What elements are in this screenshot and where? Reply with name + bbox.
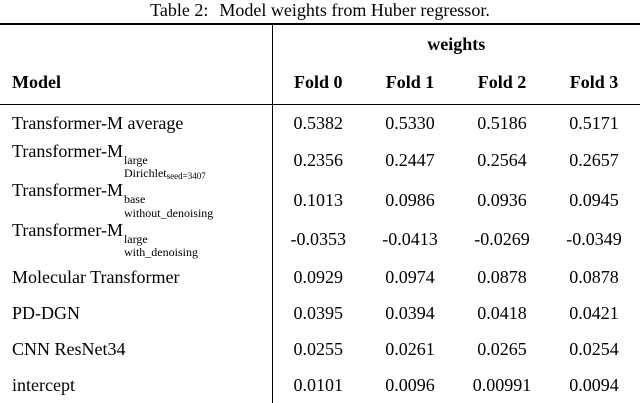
value-cell: 0.0945 bbox=[569, 189, 619, 210]
model-cell: Transformer-M large with_denoising bbox=[0, 220, 272, 259]
weights-group-header: weights bbox=[271, 24, 640, 64]
value-cell: 0.0394 bbox=[385, 302, 435, 323]
model-name: PD-DGN bbox=[12, 302, 81, 323]
column-header-row: Model Fold 0 Fold 1 Fold 2 Fold 3 bbox=[0, 64, 640, 105]
value-cell: 0.0974 bbox=[385, 266, 435, 287]
value-cell: 0.5186 bbox=[477, 112, 527, 133]
table-row: PD-DGN 0.0395 0.0394 0.0418 0.0421 bbox=[0, 295, 640, 332]
model-name: intercept bbox=[12, 374, 75, 395]
model-name: CNN ResNet34 bbox=[12, 338, 126, 359]
model-name: Transformer-M bbox=[12, 219, 123, 240]
model-cell: PD-DGN bbox=[0, 295, 272, 331]
table-row: Transformer-M large Dirichletseed=3407 0.23… bbox=[0, 141, 640, 182]
value-cell: 0.0265 bbox=[477, 338, 527, 359]
value-cell: 0.2447 bbox=[385, 150, 435, 171]
value-cell: 0.0929 bbox=[271, 259, 364, 296]
value-cell: -0.0349 bbox=[566, 228, 622, 249]
fold1-column-header: Fold 1 bbox=[385, 72, 435, 92]
model-supsub-stack: large Dirichletseed=3407 bbox=[123, 153, 206, 182]
value-cell: 0.5330 bbox=[385, 112, 435, 133]
value-cell: -0.0353 bbox=[271, 219, 364, 260]
table-caption: Table 2: Model weights from Huber regress… bbox=[0, 0, 640, 23]
model-subscript-text: Dirichlet bbox=[123, 166, 167, 181]
model-subscript: with_denoising bbox=[123, 244, 198, 259]
model-cell: Transformer-M average bbox=[0, 105, 272, 142]
model-cell: CNN ResNet34 bbox=[0, 331, 272, 367]
model-cell: intercept bbox=[0, 367, 272, 403]
fold2-column-header: Fold 2 bbox=[477, 72, 527, 92]
model-superscript: base bbox=[123, 192, 146, 207]
fold3-column-header: Fold 3 bbox=[569, 72, 619, 92]
caption-label: Table 2: bbox=[150, 0, 209, 20]
table-row: Molecular Transformer 0.0929 0.0974 0.0878 0… bbox=[0, 259, 640, 296]
model-subscript-text: without_denoising bbox=[123, 205, 214, 220]
model-name: Molecular Transformer bbox=[12, 266, 180, 287]
value-cell: 0.2356 bbox=[271, 141, 364, 181]
value-cell: -0.0269 bbox=[474, 228, 530, 249]
value-cell: 0.2657 bbox=[569, 150, 619, 171]
value-cell: 0.0101 bbox=[271, 367, 364, 403]
value-cell: 0.0255 bbox=[271, 331, 364, 368]
model-subscript: Dirichletseed=3407 bbox=[123, 166, 206, 182]
value-cell: 0.0421 bbox=[569, 302, 619, 323]
model-cell: Transformer-M large Dirichletseed=3407 bbox=[0, 141, 272, 182]
value-cell: 0.0986 bbox=[385, 189, 435, 210]
value-cell: 0.0878 bbox=[477, 266, 527, 287]
value-cell: 0.1013 bbox=[271, 180, 364, 220]
value-cell: 0.2564 bbox=[477, 150, 527, 171]
value-cell: 0.0936 bbox=[477, 189, 527, 210]
table-row: Transformer-M base without_denoising 0.1013… bbox=[0, 180, 640, 220]
caption-text: Model weights from Huber regressor. bbox=[219, 0, 490, 20]
model-column-spacer bbox=[0, 24, 272, 64]
model-name: Transformer-M bbox=[12, 141, 123, 161]
value-cell: 0.0254 bbox=[569, 338, 619, 359]
table-row: CNN ResNet34 0.0255 0.0261 0.0265 0.0254 bbox=[0, 331, 640, 368]
table-row: Transformer-M large with_denoising -0.0353-… bbox=[0, 219, 640, 260]
value-cell: 0.0878 bbox=[569, 266, 619, 287]
model-subsubscript: seed=3407 bbox=[166, 171, 206, 182]
table-row: Transformer-M average 0.5382 0.5330 0.5186 0… bbox=[0, 104, 640, 142]
model-supsub-stack: base without_denoising bbox=[124, 193, 213, 219]
table-header: weights Model Fold 0 Fold 1 Fold 2 Fold … bbox=[0, 24, 640, 105]
model-name: Transformer-M bbox=[12, 180, 123, 201]
model-subscript: without_denoising bbox=[123, 205, 214, 220]
weights-table: weights Model Fold 0 Fold 1 Fold 2 Fold … bbox=[0, 23, 640, 403]
model-cell: Molecular Transformer bbox=[0, 259, 272, 295]
value-cell: 0.00991 bbox=[472, 374, 532, 395]
model-column-header: Model bbox=[12, 72, 61, 92]
table-row: intercept 0.0101 0.0096 0.00991 0.0094 bbox=[0, 367, 640, 403]
table-body: Transformer-M average 0.5382 0.5330 0.5186 0… bbox=[0, 104, 640, 403]
value-cell: 0.0261 bbox=[385, 338, 435, 359]
model-superscript: large bbox=[123, 153, 148, 167]
value-cell: 0.0096 bbox=[385, 374, 435, 395]
model-subscript-text: with_denoising bbox=[123, 244, 198, 259]
value-cell: 0.0395 bbox=[271, 295, 364, 332]
value-cell: -0.0413 bbox=[382, 228, 438, 249]
value-cell: 0.0094 bbox=[569, 374, 619, 395]
value-cell: 0.5171 bbox=[569, 112, 619, 133]
fold0-column-header: Fold 0 bbox=[271, 64, 364, 105]
value-cell: 0.0418 bbox=[477, 302, 527, 323]
model-superscript: large bbox=[123, 231, 148, 246]
model-name: Transformer-M average bbox=[12, 112, 184, 133]
group-header-row: weights bbox=[0, 24, 640, 64]
model-cell: Transformer-M base without_denoising bbox=[0, 180, 272, 219]
value-cell: 0.5382 bbox=[271, 104, 364, 141]
model-supsub-stack: large with_denoising bbox=[123, 231, 198, 259]
